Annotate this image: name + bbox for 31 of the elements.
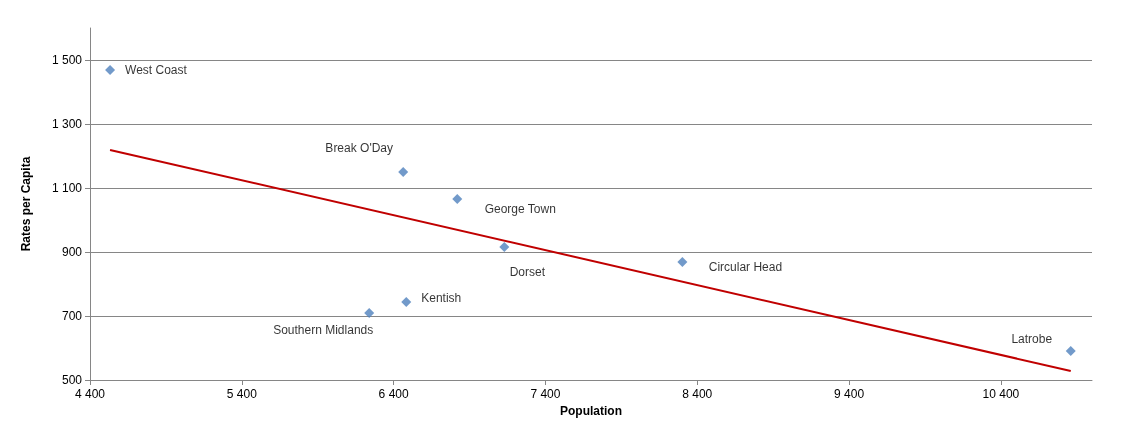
point <box>398 167 409 177</box>
x-axis-title: Population <box>560 403 622 418</box>
point <box>401 296 412 307</box>
annotation: Kentish <box>421 290 462 305</box>
x-tick-label: 8 400 <box>682 387 713 401</box>
annotation: Dorset <box>509 264 546 279</box>
annotation: Southern Midlands <box>273 323 374 338</box>
point <box>1065 345 1076 356</box>
point <box>364 308 375 319</box>
y-tick-label: 1 100 <box>51 181 83 195</box>
y-axis-title: Rates per Capita <box>19 156 33 252</box>
y-tick-label: 500 <box>61 373 83 387</box>
annotation: West Coast <box>125 62 188 77</box>
y-tick-label: 1 300 <box>51 117 83 131</box>
x-tick-label: 6 400 <box>378 387 409 401</box>
x-tick-label: 5 400 <box>226 387 258 401</box>
annotation: Break O'Day <box>325 141 394 155</box>
annotation: George Town <box>484 201 556 216</box>
y-tick-label: 1 500 <box>51 53 83 67</box>
x-tick-label: 4 400 <box>74 387 106 401</box>
x-tick-label: 10 400 <box>982 387 1020 401</box>
x-tick-label: 7 400 <box>530 387 561 401</box>
y-tick-label: 900 <box>61 245 83 259</box>
point <box>499 241 510 252</box>
point <box>105 64 116 75</box>
annotation: Latrobe <box>1011 331 1053 346</box>
point <box>677 256 688 267</box>
annotation: Circular Head <box>708 259 783 274</box>
y-tick-label: 700 <box>61 309 83 323</box>
x-tick-label: 9 400 <box>834 387 865 401</box>
point <box>452 193 463 204</box>
